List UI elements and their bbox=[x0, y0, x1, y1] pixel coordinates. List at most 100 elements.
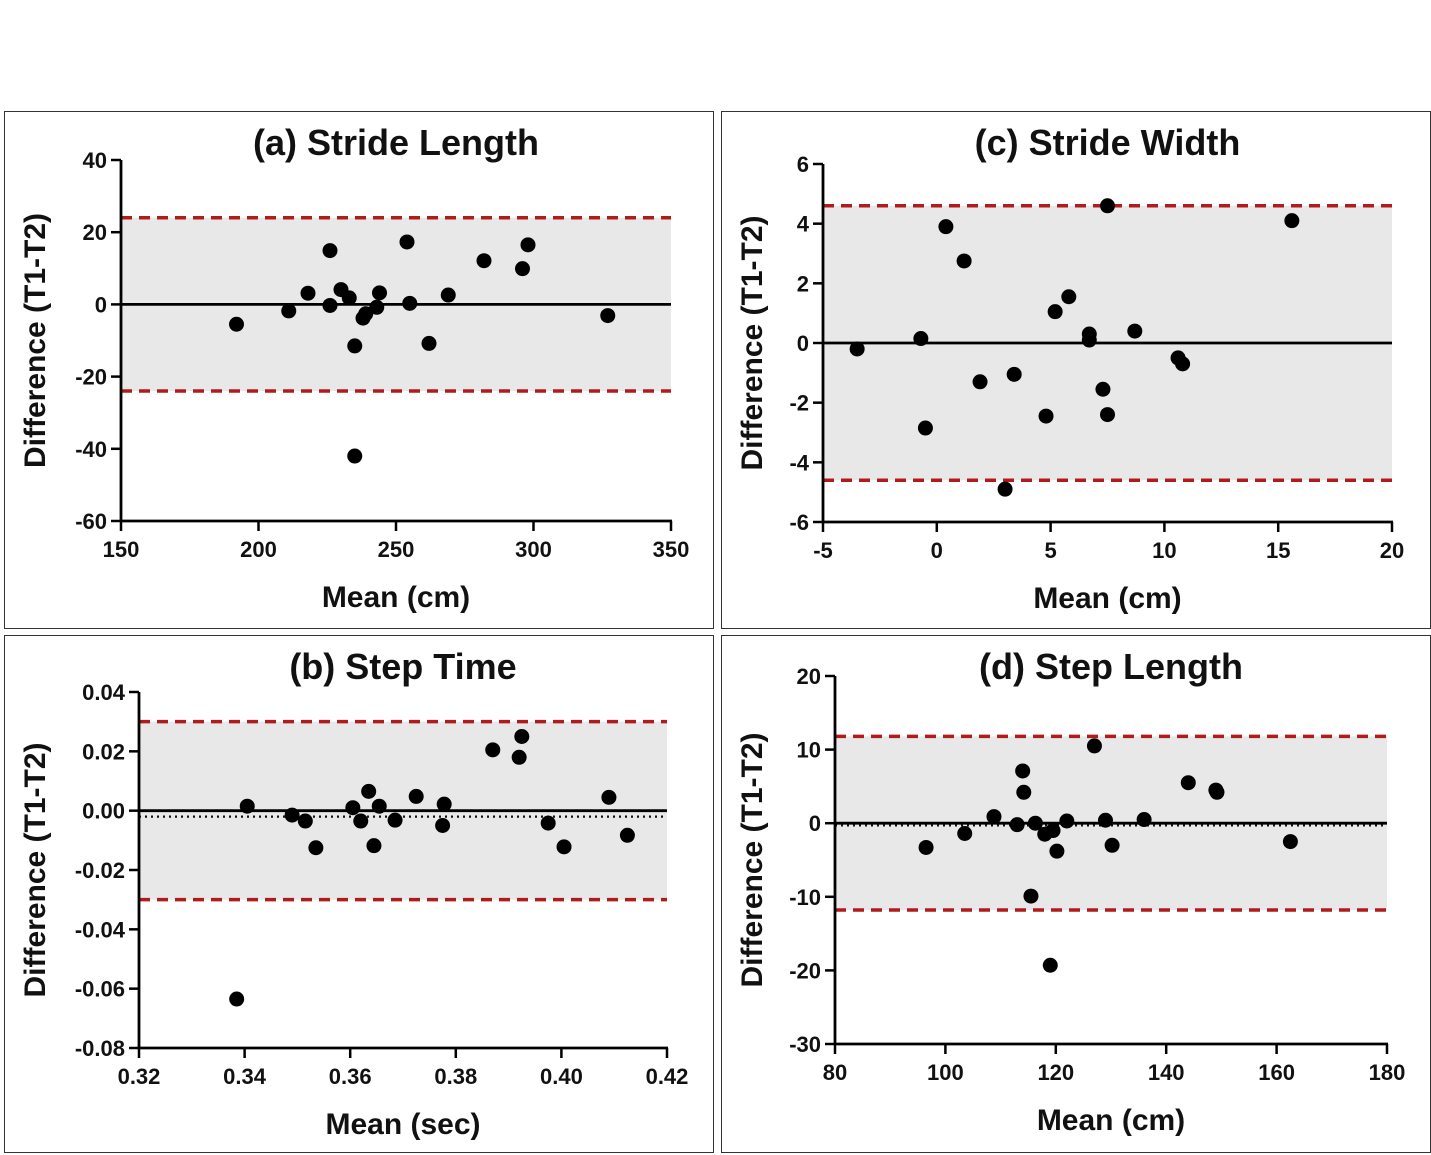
y-tick-label: -20 bbox=[789, 958, 821, 983]
x-axis-label: Mean (cm) bbox=[1037, 1104, 1185, 1137]
data-point bbox=[284, 807, 300, 823]
x-tick-label: 160 bbox=[1258, 1060, 1295, 1085]
y-axis-label: Difference (T1-T2) bbox=[736, 732, 769, 987]
x-tick-label: 0.34 bbox=[223, 1064, 267, 1089]
x-tick-label: 250 bbox=[378, 537, 415, 562]
x-tick-label: 140 bbox=[1148, 1060, 1185, 1085]
data-point bbox=[1100, 198, 1115, 214]
data-point bbox=[514, 729, 530, 744]
y-tick-label: 20 bbox=[83, 220, 107, 245]
x-tick-label: -5 bbox=[813, 538, 833, 563]
data-point bbox=[938, 219, 954, 235]
data-point bbox=[1027, 815, 1043, 831]
y-axis-label: Difference (T1-T2) bbox=[19, 742, 52, 997]
data-point bbox=[986, 809, 1002, 825]
x-tick-label: 10 bbox=[1152, 538, 1176, 563]
data-point bbox=[1097, 812, 1113, 828]
data-point bbox=[1100, 407, 1115, 423]
y-tick-label: 0 bbox=[95, 292, 107, 317]
chart-a: 150 200 250 300 350 -60 -40 -20 0 20 40 (a) Stride … bbox=[19, 122, 689, 614]
chart-d: 80 100 120 140 160 180 -30 -20 -10 0 10 20 (d) Step … bbox=[736, 646, 1406, 1137]
data-point bbox=[1006, 366, 1022, 382]
y-tick-label: -0.06 bbox=[75, 977, 125, 1002]
data-point bbox=[229, 316, 244, 332]
data-point bbox=[371, 798, 387, 814]
data-point bbox=[1095, 381, 1111, 397]
y-tick-label: 0 bbox=[809, 811, 821, 836]
data-point bbox=[1175, 356, 1191, 372]
data-point bbox=[917, 420, 933, 436]
x-axis-label: Mean (cm) bbox=[1033, 582, 1181, 615]
data-point bbox=[308, 840, 324, 856]
data-point bbox=[1284, 213, 1300, 229]
data-point bbox=[1209, 784, 1225, 800]
data-point bbox=[511, 749, 527, 765]
data-point bbox=[972, 374, 988, 390]
data-point bbox=[600, 308, 616, 324]
data-point bbox=[300, 285, 316, 301]
y-tick-label: -0.08 bbox=[75, 1036, 125, 1061]
y-tick-label: 6 bbox=[797, 152, 809, 177]
y-axis-label: Difference (T1-T2) bbox=[19, 213, 52, 468]
x-tick-label: 150 bbox=[103, 537, 140, 562]
data-point bbox=[997, 481, 1013, 497]
data-point bbox=[1059, 813, 1075, 829]
panel-step-time: 0.32 0.34 0.36 0.38 0.40 0.42 -0.08 -0.06 -0.04 -… bbox=[4, 635, 714, 1153]
x-tick-label: 180 bbox=[1369, 1060, 1406, 1085]
data-point bbox=[361, 783, 377, 799]
y-tick-label: -20 bbox=[75, 365, 107, 390]
data-point bbox=[1038, 408, 1054, 424]
data-point bbox=[1045, 823, 1061, 839]
y-tick-label: 0.02 bbox=[82, 739, 125, 764]
chart-c: -5 0 5 10 15 20 -6 -4 -2 0 2 4 6 (c) Stride Width Mean… bbox=[736, 122, 1404, 615]
data-point bbox=[1127, 323, 1143, 339]
data-point bbox=[435, 818, 451, 833]
chart-title: (b) Step Time bbox=[289, 646, 516, 687]
y-tick-label: -6 bbox=[789, 510, 809, 535]
data-point bbox=[366, 838, 382, 854]
data-point bbox=[1015, 763, 1031, 779]
data-point bbox=[476, 253, 492, 269]
data-point bbox=[1081, 332, 1097, 348]
data-point bbox=[229, 991, 245, 1007]
data-point bbox=[485, 742, 501, 758]
data-point bbox=[1136, 812, 1152, 828]
y-tick-label: 40 bbox=[83, 148, 107, 173]
y-tick-label: -2 bbox=[789, 391, 809, 416]
x-tick-label: 5 bbox=[1044, 538, 1056, 563]
data-point bbox=[402, 295, 418, 311]
y-tick-label: 20 bbox=[797, 664, 821, 689]
data-point bbox=[372, 285, 387, 301]
data-point bbox=[369, 299, 385, 315]
chart-title: (c) Stride Width bbox=[975, 122, 1241, 163]
x-axis-label: Mean (cm) bbox=[322, 581, 470, 614]
y-tick-label: -0.02 bbox=[75, 858, 125, 883]
x-tick-label: 0.42 bbox=[646, 1064, 689, 1089]
data-point bbox=[1009, 817, 1025, 833]
chart-title: (a) Stride Length bbox=[253, 122, 539, 163]
y-tick-label: 10 bbox=[797, 738, 821, 763]
data-point bbox=[297, 813, 313, 829]
x-tick-label: 0.36 bbox=[329, 1064, 372, 1089]
data-point bbox=[358, 306, 374, 322]
panel-stride-width: -5 0 5 10 15 20 -6 -4 -2 0 2 4 6 (c) Stride Width Mean… bbox=[721, 111, 1431, 629]
x-tick-label: 200 bbox=[240, 537, 277, 562]
data-point bbox=[347, 448, 363, 464]
data-point bbox=[399, 234, 415, 250]
data-point bbox=[440, 287, 456, 303]
data-point bbox=[1016, 784, 1032, 800]
data-point bbox=[347, 338, 363, 354]
data-point bbox=[1180, 775, 1196, 791]
data-point bbox=[341, 290, 357, 306]
data-point bbox=[1086, 738, 1102, 754]
y-tick-label: 4 bbox=[797, 212, 810, 237]
data-point bbox=[1282, 834, 1298, 850]
y-tick-label: 0.00 bbox=[82, 799, 125, 824]
x-tick-label: 0 bbox=[931, 538, 943, 563]
y-tick-label: -10 bbox=[789, 885, 821, 910]
data-point bbox=[353, 813, 369, 829]
data-point bbox=[408, 788, 424, 804]
data-point bbox=[540, 815, 556, 831]
data-point bbox=[281, 303, 297, 319]
x-tick-label: 0.32 bbox=[118, 1064, 161, 1089]
